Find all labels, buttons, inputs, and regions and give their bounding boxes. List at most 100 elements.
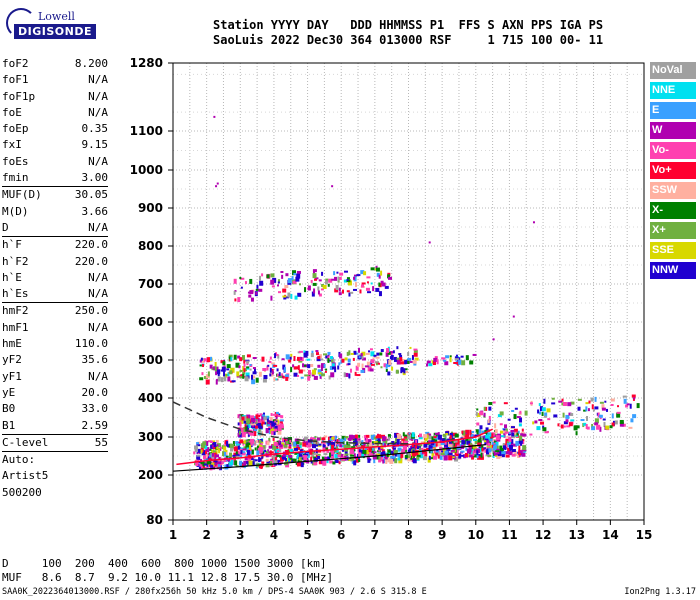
- echo-point: [196, 442, 200, 445]
- echo-point: [370, 351, 375, 357]
- echo-point: [237, 297, 241, 303]
- echo-point: [570, 419, 575, 422]
- echo-point: [407, 452, 410, 456]
- echo-point: [229, 460, 234, 466]
- echo-point: [508, 451, 513, 456]
- echo-point: [346, 290, 350, 293]
- echo-point: [232, 454, 236, 457]
- legend-item: Vo-: [650, 142, 696, 159]
- echo-point: [214, 361, 217, 366]
- echo-point: [279, 419, 283, 424]
- echo-point: [377, 438, 381, 442]
- echo-point: [242, 440, 247, 443]
- echo-point: [353, 443, 356, 446]
- echo-point: [486, 450, 490, 456]
- echo-point: [508, 437, 512, 443]
- echo-point: [496, 454, 501, 460]
- echo-point: [265, 458, 269, 462]
- echo-point: [253, 367, 256, 372]
- echo-point: [338, 362, 341, 366]
- legend-item: SSW: [650, 182, 696, 199]
- echo-point: [340, 359, 343, 364]
- echo-point: [423, 443, 428, 448]
- echo-point: [216, 182, 219, 185]
- echo-point: [383, 443, 386, 448]
- echo-point: [481, 430, 486, 434]
- echo-point: [243, 363, 246, 368]
- echo-point: [223, 459, 227, 462]
- echo-point: [370, 453, 375, 456]
- echo-point: [400, 367, 404, 373]
- echo-point: [282, 288, 287, 293]
- echo-point: [459, 440, 462, 443]
- echo-point: [484, 439, 489, 443]
- echo-point: [437, 443, 442, 447]
- echo-point: [344, 436, 349, 439]
- echo-point: [341, 358, 345, 363]
- echo-point: [353, 276, 356, 280]
- echo-point: [592, 409, 595, 412]
- param-row: hmF2 250.0: [2, 302, 108, 319]
- echo-point: [318, 443, 322, 446]
- echo-point: [585, 402, 589, 405]
- echo-point: [511, 453, 516, 457]
- echo-point: [407, 352, 410, 357]
- echo-point: [281, 274, 284, 279]
- echo-point: [362, 449, 367, 454]
- echo-point: [487, 432, 492, 436]
- echo-point: [274, 457, 277, 461]
- echo-point: [243, 419, 248, 424]
- x-tick-label: 6: [337, 528, 345, 542]
- echo-point: [341, 449, 344, 452]
- echo-point: [403, 434, 408, 437]
- echo-point: [358, 434, 361, 438]
- echo-point: [199, 464, 203, 467]
- echo-point: [398, 458, 403, 464]
- param-row: M(D) 3.66: [2, 204, 108, 220]
- y-tick-label: 200: [138, 468, 163, 482]
- echo-point: [344, 453, 349, 456]
- echo-point: [488, 448, 492, 453]
- echo-point: [274, 446, 279, 449]
- echo-point: [616, 411, 621, 414]
- echo-point: [314, 277, 319, 280]
- echo-point: [215, 371, 218, 376]
- echo-point: [277, 415, 282, 418]
- echo-point: [410, 455, 413, 460]
- echo-point: [538, 411, 541, 415]
- echo-point: [298, 369, 303, 374]
- param-row: h`F 220.0: [2, 236, 108, 253]
- echo-point: [360, 369, 365, 373]
- echo-point: [381, 436, 386, 442]
- echo-point: [630, 418, 634, 423]
- echo-point: [384, 454, 388, 460]
- echo-point: [371, 435, 374, 441]
- echo-point: [201, 443, 206, 449]
- param-name: B0: [2, 402, 16, 416]
- echo-point: [213, 115, 216, 118]
- echo-point: [343, 454, 346, 457]
- echo-point: [334, 453, 339, 458]
- echo-point: [439, 455, 443, 460]
- echo-point: [370, 363, 375, 366]
- echo-point: [356, 459, 361, 463]
- echo-point: [370, 282, 373, 285]
- echo-point: [357, 440, 362, 444]
- echo-point: [486, 448, 490, 451]
- echo-point: [305, 441, 310, 446]
- echo-point: [200, 458, 203, 462]
- echo-point: [233, 278, 237, 284]
- echo-point: [426, 447, 430, 451]
- echo-point: [471, 449, 474, 455]
- param-value: N/A: [88, 154, 108, 168]
- param-row: h`F2 220.0: [2, 254, 108, 270]
- echo-point: [237, 422, 240, 426]
- echo-point: [407, 457, 412, 462]
- echo-point: [542, 425, 545, 429]
- echo-point: [394, 458, 398, 464]
- echo-point: [532, 221, 535, 224]
- echo-point: [285, 273, 289, 277]
- echo-point: [562, 401, 567, 406]
- echo-point: [252, 357, 257, 360]
- echo-point: [502, 442, 505, 447]
